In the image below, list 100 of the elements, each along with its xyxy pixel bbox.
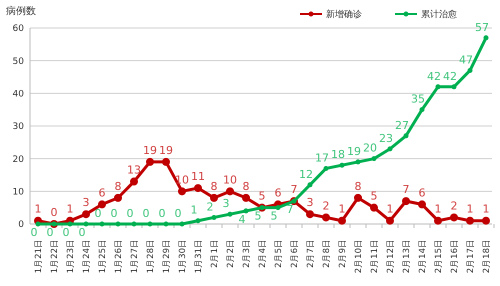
data-label: 8 — [114, 180, 122, 193]
y-tick-label: 40 — [12, 89, 24, 100]
data-label: 2 — [322, 199, 330, 212]
point — [420, 107, 424, 112]
legend-label: 新增确诊 — [326, 9, 362, 20]
point — [130, 178, 138, 186]
x-tick-label: 2月8日 — [322, 239, 332, 268]
data-label: 0 — [78, 226, 86, 239]
data-label: 8 — [210, 180, 218, 193]
data-label: 5 — [270, 210, 278, 223]
x-tick-label: 2月18日 — [482, 239, 492, 274]
point — [226, 187, 234, 196]
point — [468, 68, 472, 73]
x-tick-label: 2月15日 — [434, 239, 444, 274]
point — [82, 210, 90, 218]
data-label: 3 — [222, 197, 230, 210]
x-tick-label: 2月9日 — [338, 239, 348, 268]
data-label: 3 — [82, 196, 90, 210]
data-label: 6 — [98, 186, 106, 200]
data-label: 0 — [158, 207, 166, 220]
point — [356, 159, 360, 164]
point — [354, 194, 362, 202]
point — [196, 218, 200, 224]
x-tick-label: 2月7日 — [306, 239, 316, 268]
point — [98, 200, 106, 208]
point — [340, 162, 344, 168]
point — [212, 214, 216, 220]
x-tick-label: 1月30日 — [178, 239, 188, 274]
y-tick-label: 60 — [12, 24, 24, 34]
point — [114, 194, 122, 202]
point — [402, 197, 410, 206]
x-tick-label: 2月11日 — [370, 239, 380, 274]
point — [466, 216, 474, 225]
data-label: 8 — [242, 180, 250, 193]
data-label: 1 — [434, 202, 442, 216]
data-label: 19 — [159, 144, 173, 157]
data-label: 0 — [46, 226, 54, 239]
point — [148, 222, 152, 226]
data-label: 57 — [475, 20, 489, 34]
point — [116, 222, 120, 226]
data-label: 6 — [418, 186, 426, 200]
data-label: 7 — [286, 203, 294, 216]
data-label: 0 — [110, 207, 118, 220]
data-label: 5 — [370, 190, 378, 203]
data-label: 1 — [66, 202, 74, 216]
data-label: 2 — [450, 199, 458, 212]
point — [242, 194, 250, 202]
data-label: 7 — [290, 183, 298, 196]
data-label: 20 — [363, 142, 377, 155]
x-tick-label: 2月4日 — [258, 239, 268, 268]
point — [482, 216, 490, 225]
point — [306, 210, 314, 218]
y-tick-label: 10 — [12, 187, 24, 198]
data-label: 2 — [206, 200, 214, 214]
point — [418, 200, 426, 208]
x-tick-label: 2月10日 — [354, 239, 364, 274]
x-tick-label: 1月31日 — [194, 239, 204, 274]
point — [308, 182, 312, 188]
x-tick-label: 1月24日 — [82, 239, 92, 274]
y-tick-label: 0 — [18, 220, 24, 230]
point — [322, 213, 330, 222]
point — [162, 158, 170, 166]
data-label: 23 — [379, 132, 393, 145]
y-tick-label: 50 — [12, 56, 24, 67]
point — [388, 146, 392, 152]
point — [452, 84, 456, 90]
x-tick-label: 2月5日 — [274, 239, 284, 268]
point — [404, 133, 408, 138]
data-label: 1 — [386, 202, 394, 216]
data-label: 0 — [126, 207, 134, 220]
x-tick-label: 1月22日 — [50, 239, 60, 274]
data-label: 0 — [62, 226, 70, 239]
point — [164, 222, 168, 226]
data-label: 17 — [315, 151, 329, 164]
data-label: 19 — [143, 144, 157, 157]
data-label: 0 — [30, 226, 38, 239]
data-label: 0 — [50, 206, 58, 219]
point — [68, 222, 72, 226]
data-label: 35 — [411, 92, 425, 106]
point — [244, 208, 248, 214]
x-tick-label: 2月16日 — [450, 239, 460, 274]
x-tick-label: 2月3日 — [242, 239, 252, 268]
x-tick-label: 2月13日 — [402, 239, 412, 274]
point — [434, 216, 442, 225]
point — [338, 216, 346, 225]
data-label: 0 — [142, 207, 150, 220]
point — [228, 212, 232, 217]
x-tick-label: 1月25日 — [98, 239, 108, 274]
point — [276, 205, 280, 210]
data-label: 1 — [466, 202, 474, 216]
point — [100, 222, 104, 226]
y-tick-label: 20 — [12, 154, 24, 165]
data-label: 0 — [94, 207, 102, 220]
x-tick-label: 2月1日 — [210, 239, 220, 268]
point — [194, 184, 202, 192]
data-label: 8 — [354, 180, 362, 193]
x-tick-label: 2月6日 — [290, 239, 300, 268]
x-tick-label: 2月2日 — [226, 239, 236, 268]
data-label: 5 — [254, 210, 262, 223]
point — [372, 156, 376, 162]
